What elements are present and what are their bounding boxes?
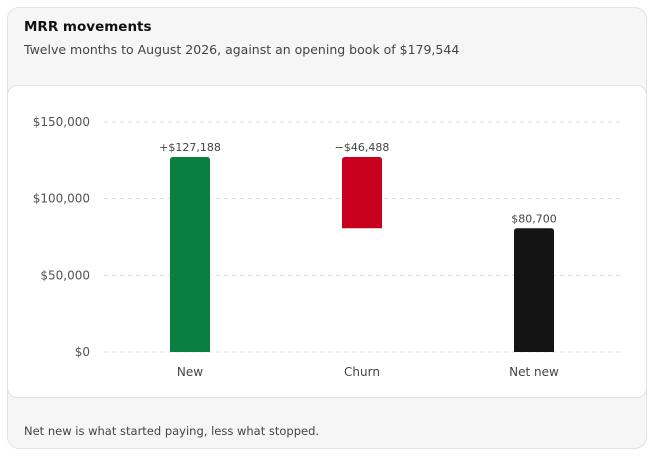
chart-title: MRR movements xyxy=(24,19,152,35)
waterfall-chart: $0 $50,000 $100,000 $150,000 +$127,188 −$46,… xyxy=(33,115,620,379)
y-tick-label: $50,000 xyxy=(40,268,90,282)
data-label: +$127,188 xyxy=(159,141,221,154)
data-label: $80,700 xyxy=(511,212,557,225)
bar-new xyxy=(170,156,210,352)
y-tick-label: $100,000 xyxy=(33,192,90,206)
chart-subtitle: Twelve months to August 2026, against an… xyxy=(24,42,460,57)
bar-churn xyxy=(342,156,382,229)
plot-area: $0 $50,000 $100,000 $150,000 +$127,188 −$46,… xyxy=(7,85,647,398)
x-tick-label: Churn xyxy=(344,365,380,379)
y-tick-label: $0 xyxy=(75,345,90,359)
x-tick-label: Net new xyxy=(509,365,559,379)
bars: +$127,188 −$46,488 $80,700 xyxy=(159,141,557,352)
y-tick-label: $150,000 xyxy=(33,115,90,129)
footer-note: Net new is what started paying, less wha… xyxy=(24,424,320,438)
bar-net-new xyxy=(514,228,554,352)
x-tick-label: New xyxy=(177,365,203,379)
y-axis: $0 $50,000 $100,000 $150,000 xyxy=(33,115,90,359)
x-axis: New Churn Net new xyxy=(177,365,559,379)
data-label: −$46,488 xyxy=(335,141,390,154)
